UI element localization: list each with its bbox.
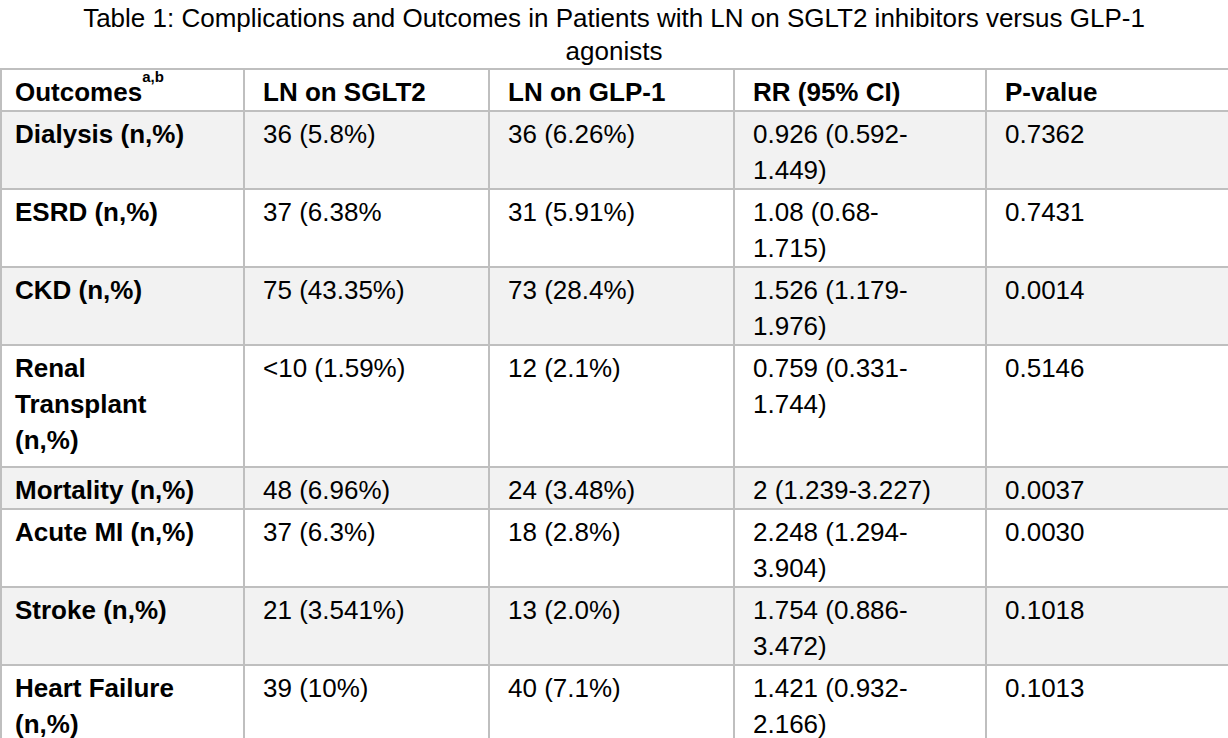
outcome-cell: Stroke (n,%) [1, 587, 244, 665]
rr-cell: 1.754 (0.886- 3.472) [734, 587, 986, 665]
glp1-cell: 40 (7.1%) [489, 665, 734, 738]
glp1-cell: 13 (2.0%) [489, 587, 734, 665]
rr-cell: 1.526 (1.179- 1.976) [734, 267, 986, 345]
table-row-heart-failure: Heart Failure (n,%) 39 (10%) 40 (7.1%) 1… [1, 665, 1228, 738]
sglt2-cell: 21 (3.541%) [244, 587, 489, 665]
header-outcomes-superscript: a,b [142, 69, 164, 85]
glp1-cell: 12 (2.1%) [489, 345, 734, 467]
glp1-cell: 18 (2.8%) [489, 509, 734, 587]
sglt2-cell: 75 (43.35%) [244, 267, 489, 345]
pvalue-cell: 0.5146 [986, 345, 1228, 467]
sglt2-cell: 37 (6.38% [244, 189, 489, 267]
table-row-acute-mi: Acute MI (n,%) 37 (6.3%) 18 (2.8%) 2.248… [1, 509, 1228, 587]
table-row-dialysis: Dialysis (n,%) 36 (5.8%) 36 (6.26%) 0.92… [1, 111, 1228, 189]
rr-cell: 2.248 (1.294- 3.904) [734, 509, 986, 587]
glp1-cell: 31 (5.91%) [489, 189, 734, 267]
table-row-esrd: ESRD (n,%) 37 (6.38% 31 (5.91%) 1.08 (0.… [1, 189, 1228, 267]
outcome-cell: Dialysis (n,%) [1, 111, 244, 189]
table-row-mortality: Mortality (n,%) 48 (6.96%) 24 (3.48%) 2 … [1, 467, 1228, 509]
outcome-cell: CKD (n,%) [1, 267, 244, 345]
rr-cell: 0.926 (0.592- 1.449) [734, 111, 986, 189]
rr-cell: 1.08 (0.68- 1.715) [734, 189, 986, 267]
sglt2-cell: 39 (10%) [244, 665, 489, 738]
outcome-cell: Renal Transplant (n,%) [1, 345, 244, 467]
header-p-value: P-value [986, 69, 1228, 111]
glp1-cell: 73 (28.4%) [489, 267, 734, 345]
table-title-line2: agonists [0, 35, 1228, 68]
table-title-line1: Table 1: Complications and Outcomes in P… [0, 2, 1228, 35]
pvalue-cell: 0.1018 [986, 587, 1228, 665]
header-ln-on-sglt2: LN on SGLT2 [244, 69, 489, 111]
header-row: Outcomesa,b LN on SGLT2 LN on GLP-1 RR (… [1, 69, 1228, 111]
sglt2-cell: <10 (1.59%) [244, 345, 489, 467]
pvalue-cell: 0.1013 [986, 665, 1228, 738]
glp1-cell: 24 (3.48%) [489, 467, 734, 509]
header-ln-on-glp1: LN on GLP-1 [489, 69, 734, 111]
pvalue-cell: 0.7362 [986, 111, 1228, 189]
table-header: Outcomesa,b LN on SGLT2 LN on GLP-1 RR (… [1, 69, 1228, 111]
table-row-stroke: Stroke (n,%) 21 (3.541%) 13 (2.0%) 1.754… [1, 587, 1228, 665]
glp1-cell: 36 (6.26%) [489, 111, 734, 189]
table-row-ckd: CKD (n,%) 75 (43.35%) 73 (28.4%) 1.526 (… [1, 267, 1228, 345]
pvalue-cell: 0.0030 [986, 509, 1228, 587]
outcome-cell: Acute MI (n,%) [1, 509, 244, 587]
outcomes-table: Outcomesa,b LN on SGLT2 LN on GLP-1 RR (… [0, 68, 1228, 738]
table-body: Dialysis (n,%) 36 (5.8%) 36 (6.26%) 0.92… [1, 111, 1228, 738]
header-outcomes: Outcomesa,b [1, 69, 244, 111]
rr-cell: 2 (1.239-3.227) [734, 467, 986, 509]
sglt2-cell: 37 (6.3%) [244, 509, 489, 587]
sglt2-cell: 48 (6.96%) [244, 467, 489, 509]
sglt2-cell: 36 (5.8%) [244, 111, 489, 189]
header-rr-95-ci: RR (95% CI) [734, 69, 986, 111]
table-title: Table 1: Complications and Outcomes in P… [0, 0, 1228, 68]
pvalue-cell: 0.0037 [986, 467, 1228, 509]
rr-cell: 1.421 (0.932- 2.166) [734, 665, 986, 738]
pvalue-cell: 0.7431 [986, 189, 1228, 267]
outcome-cell: Heart Failure (n,%) [1, 665, 244, 738]
outcome-cell: Mortality (n,%) [1, 467, 244, 509]
table-row-renal-transplant: Renal Transplant (n,%) <10 (1.59%) 12 (2… [1, 345, 1228, 467]
outcome-cell: ESRD (n,%) [1, 189, 244, 267]
header-outcomes-label: Outcomes [15, 77, 142, 107]
rr-cell: 0.759 (0.331- 1.744) [734, 345, 986, 467]
pvalue-cell: 0.0014 [986, 267, 1228, 345]
